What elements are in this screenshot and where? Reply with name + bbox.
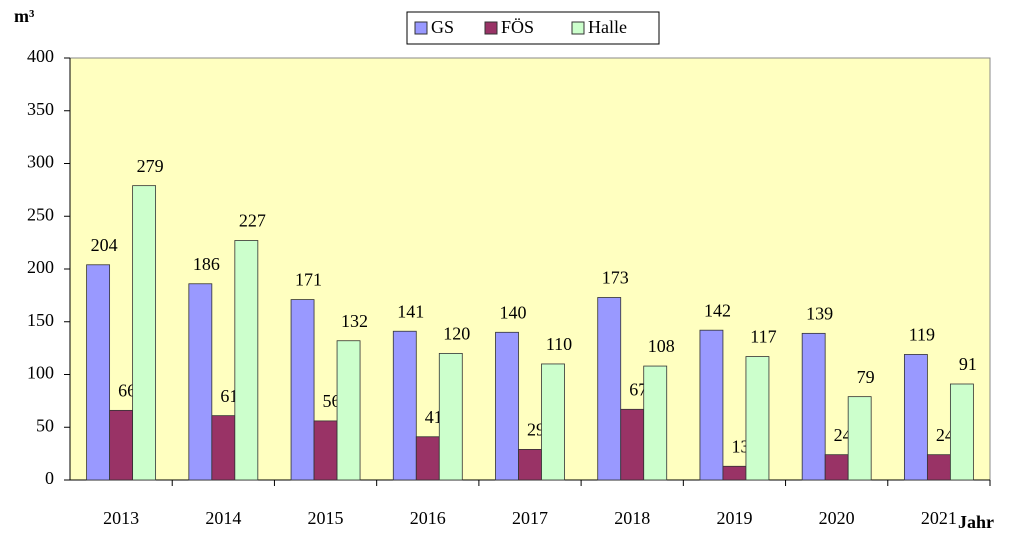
bar bbox=[597, 297, 622, 481]
data-label: 79 bbox=[857, 367, 875, 387]
data-label: 24 bbox=[936, 425, 954, 445]
bar bbox=[541, 363, 565, 481]
data-label: 279 bbox=[137, 156, 164, 176]
x-tick-label: 2019 bbox=[716, 508, 752, 528]
data-label: 117 bbox=[750, 327, 776, 347]
bar bbox=[211, 415, 236, 481]
data-label: 120 bbox=[443, 324, 470, 344]
bar bbox=[234, 240, 259, 481]
x-tick-label: 2016 bbox=[410, 508, 446, 528]
data-label: 29 bbox=[527, 420, 545, 440]
plot-area bbox=[69, 57, 991, 481]
bar bbox=[824, 454, 849, 481]
y-tick-label: 100 bbox=[27, 363, 54, 383]
bar bbox=[392, 330, 417, 481]
x-tick-label: 2017 bbox=[512, 508, 548, 528]
data-label: 119 bbox=[909, 325, 935, 345]
data-label: 56 bbox=[323, 391, 341, 411]
y-tick-label: 0 bbox=[45, 468, 54, 488]
y-axis-label: m³ bbox=[14, 6, 35, 26]
data-label: 142 bbox=[704, 300, 731, 320]
legend-label: GS bbox=[431, 17, 454, 37]
bar bbox=[643, 365, 668, 481]
bar bbox=[415, 436, 440, 481]
bar bbox=[188, 283, 213, 481]
data-label: 67 bbox=[629, 379, 647, 399]
data-label: 204 bbox=[91, 235, 118, 255]
x-axis-label: Jahr bbox=[958, 512, 994, 532]
bar bbox=[926, 454, 951, 481]
y-tick-label: 300 bbox=[27, 152, 54, 172]
data-label: 173 bbox=[602, 268, 629, 288]
y-tick-label: 400 bbox=[27, 46, 54, 66]
y-tick-label: 250 bbox=[27, 204, 54, 224]
bar bbox=[313, 420, 338, 481]
bar bbox=[109, 409, 134, 481]
data-label: 13 bbox=[731, 436, 749, 456]
data-label: 91 bbox=[959, 354, 977, 374]
data-label: 141 bbox=[397, 301, 424, 321]
legend-swatch bbox=[484, 21, 498, 35]
y-tick-label: 150 bbox=[27, 310, 54, 330]
legend-swatch bbox=[414, 21, 428, 35]
data-label: 110 bbox=[546, 334, 572, 354]
x-tick-label: 2018 bbox=[614, 508, 650, 528]
bar bbox=[699, 329, 724, 481]
legend-label: FÖS bbox=[501, 17, 534, 37]
data-label: 108 bbox=[648, 336, 675, 356]
bar bbox=[438, 352, 463, 481]
data-label: 171 bbox=[295, 270, 322, 290]
bar bbox=[495, 331, 519, 481]
data-label: 227 bbox=[239, 211, 266, 231]
bar bbox=[745, 356, 770, 481]
bar bbox=[132, 185, 157, 481]
x-tick-label: 2020 bbox=[819, 508, 855, 528]
legend-swatch bbox=[571, 21, 585, 35]
bar bbox=[86, 264, 111, 481]
bar bbox=[620, 408, 645, 481]
legend bbox=[406, 11, 660, 45]
bar bbox=[722, 465, 747, 481]
data-label: 186 bbox=[193, 254, 220, 274]
data-label: 66 bbox=[118, 380, 136, 400]
x-tick-label: 2021 bbox=[921, 508, 957, 528]
data-label: 41 bbox=[425, 407, 443, 427]
bar bbox=[801, 332, 826, 481]
x-tick-label: 2013 bbox=[103, 508, 139, 528]
data-label: 61 bbox=[220, 386, 238, 406]
data-label: 24 bbox=[834, 425, 852, 445]
bar bbox=[336, 340, 361, 481]
data-label: 139 bbox=[806, 303, 833, 323]
bar bbox=[290, 299, 315, 481]
y-tick-label: 50 bbox=[36, 415, 54, 435]
x-tick-label: 2014 bbox=[205, 508, 241, 528]
y-tick-label: 350 bbox=[27, 99, 54, 119]
bar bbox=[903, 354, 928, 481]
bar bbox=[518, 449, 542, 481]
legend-label: Halle bbox=[588, 17, 627, 37]
bar bbox=[949, 383, 974, 481]
data-label: 140 bbox=[500, 302, 527, 322]
data-label: 132 bbox=[341, 311, 368, 331]
x-tick-label: 2015 bbox=[308, 508, 344, 528]
y-tick-label: 200 bbox=[27, 257, 54, 277]
bar bbox=[847, 396, 872, 481]
